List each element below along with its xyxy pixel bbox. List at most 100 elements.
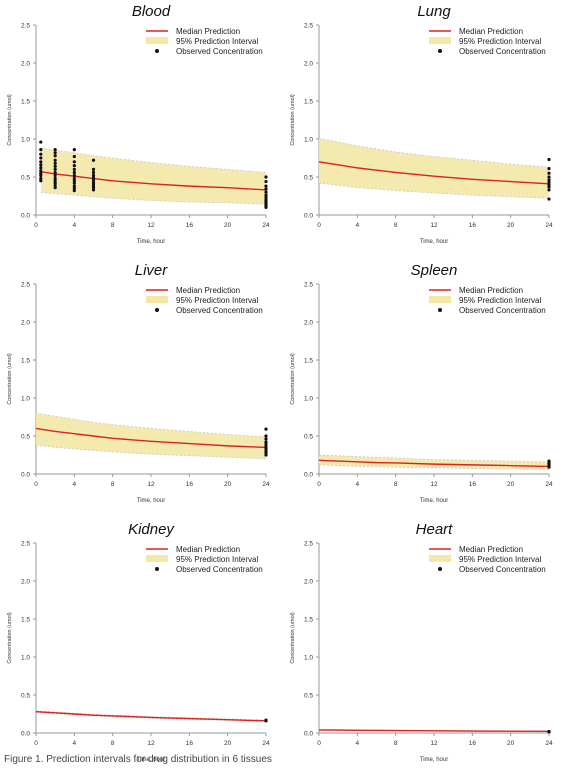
median-prediction-line: [35, 711, 267, 722]
interval-lower-edge: [318, 182, 550, 199]
observed-point: [547, 157, 551, 162]
observed-point: [72, 189, 76, 193]
legend-observed-swatch: [438, 308, 442, 312]
prediction-interval-band: [319, 138, 549, 199]
observed-point: [39, 179, 43, 183]
observed-point: [264, 187, 268, 191]
y-tick-label: 2.0: [304, 320, 313, 327]
y-tick-label: 0.5: [21, 693, 30, 700]
y-axis-label: Concentration (umol): [290, 353, 296, 405]
y-tick-label: 0.0: [21, 472, 30, 479]
x-tick-label: 0: [34, 740, 38, 747]
legend-observed-swatch: [155, 308, 159, 312]
legend-observed-swatch: [155, 49, 159, 53]
y-tick-label: 0.5: [304, 175, 313, 182]
observed-point: [39, 160, 43, 164]
legend-median-label: Median Prediction: [459, 27, 523, 36]
observed-point: [72, 170, 76, 175]
y-axis-label: Concentration (umol): [290, 612, 296, 664]
chart-liver: Liver 0.0 0.5 1.0 1.5 2.0 2.5 0 4 8 12 16 20 24 Time, …: [7, 262, 270, 504]
observed-point: [72, 186, 76, 190]
x-tick-label: 20: [507, 222, 515, 229]
y-tick-label: 2.5: [304, 23, 313, 30]
x-tick-label: 0: [317, 740, 321, 747]
x-tick-label: 16: [469, 481, 477, 488]
y-tick-label: 0.5: [304, 434, 313, 441]
x-tick-label: 12: [147, 740, 155, 747]
observed-point: [264, 190, 268, 194]
interval-upper-edge: [35, 412, 267, 438]
y-tick-label: 2.5: [304, 541, 313, 548]
observed-point: [53, 183, 57, 187]
legend-interval-swatch: [146, 296, 168, 303]
observed-point: [264, 427, 268, 431]
observed-point: [72, 179, 76, 183]
chart-title: Blood: [132, 3, 171, 20]
observed-point: [264, 445, 268, 449]
observed-point: [72, 176, 76, 181]
observed-point: [91, 188, 96, 192]
legend-interval-label: 95% Prediction Interval: [176, 296, 258, 305]
legend-observed-label: Observed Concentration: [459, 47, 546, 56]
y-tick-label: 1.5: [304, 99, 313, 106]
interval-upper-edge: [318, 137, 550, 168]
observed-point: [264, 195, 268, 200]
observed-point: [53, 154, 57, 158]
observed-point: [547, 180, 551, 184]
legend-observed-label: Observed Concentration: [176, 47, 263, 56]
x-tick-label: 4: [356, 481, 360, 488]
y-tick-label: 1.5: [21, 99, 30, 106]
y-axis-label: Concentration (umol): [7, 353, 13, 405]
observed-point: [72, 164, 76, 168]
legend-observed-label: Observed Concentration: [459, 565, 546, 574]
observed-point: [264, 193, 268, 197]
y-tick-label: 2.5: [21, 282, 30, 289]
y-axis-label: Concentration (umol): [290, 94, 296, 146]
legend-interval-swatch: [429, 555, 451, 562]
chart-blood: Blood 0.0 0.5 1.0 1.5 2.0 2.5 0 4 8 12 16 20 24 Time, …: [7, 3, 270, 245]
x-tick-label: 20: [507, 481, 515, 488]
observed-point: [264, 437, 268, 441]
median-prediction-line: [40, 170, 267, 191]
x-tick-label: 4: [356, 222, 360, 229]
interval-lower-edge: [40, 191, 267, 205]
x-tick-label: 24: [545, 481, 553, 488]
x-tick-label: 4: [73, 481, 77, 488]
observed-point: [72, 184, 76, 188]
legend-observed-swatch: [155, 567, 159, 571]
interval-upper-edge: [35, 710, 267, 721]
x-tick-label: 4: [73, 222, 77, 229]
observed-point: [39, 169, 43, 173]
legend-interval-label: 95% Prediction Interval: [459, 37, 541, 46]
x-tick-label: 24: [545, 222, 553, 229]
median-prediction-line: [318, 459, 550, 468]
y-tick-label: 1.0: [304, 655, 313, 662]
chart-title: Kidney: [128, 521, 175, 538]
observed-point: [72, 154, 76, 159]
legend-observed-swatch: [438, 567, 442, 571]
interval-upper-edge: [40, 147, 267, 173]
observed-point: [547, 178, 551, 182]
observed-point: [264, 205, 268, 209]
legend-observed-swatch: [438, 49, 442, 53]
observed-point: [547, 197, 551, 201]
observed-point: [264, 451, 268, 455]
observed-point: [72, 148, 76, 152]
observed-point: [264, 179, 268, 184]
x-tick-label: 12: [430, 481, 438, 488]
x-tick-label: 8: [111, 222, 115, 229]
legend-interval-swatch: [146, 37, 168, 44]
observed-point: [91, 182, 96, 186]
observed-point: [39, 173, 43, 178]
legend-observed-label: Observed Concentration: [459, 306, 546, 315]
y-tick-label: 1.0: [21, 396, 30, 403]
legend-median-label: Median Prediction: [459, 545, 523, 554]
y-tick-label: 1.5: [21, 358, 30, 365]
median-prediction-line: [318, 729, 550, 733]
observed-point: [72, 173, 76, 178]
observed-point: [264, 719, 268, 723]
x-axis-label: Time, hour: [420, 498, 448, 504]
x-tick-label: 16: [186, 481, 194, 488]
observed-point: [53, 179, 57, 183]
observed-point: [91, 176, 96, 180]
